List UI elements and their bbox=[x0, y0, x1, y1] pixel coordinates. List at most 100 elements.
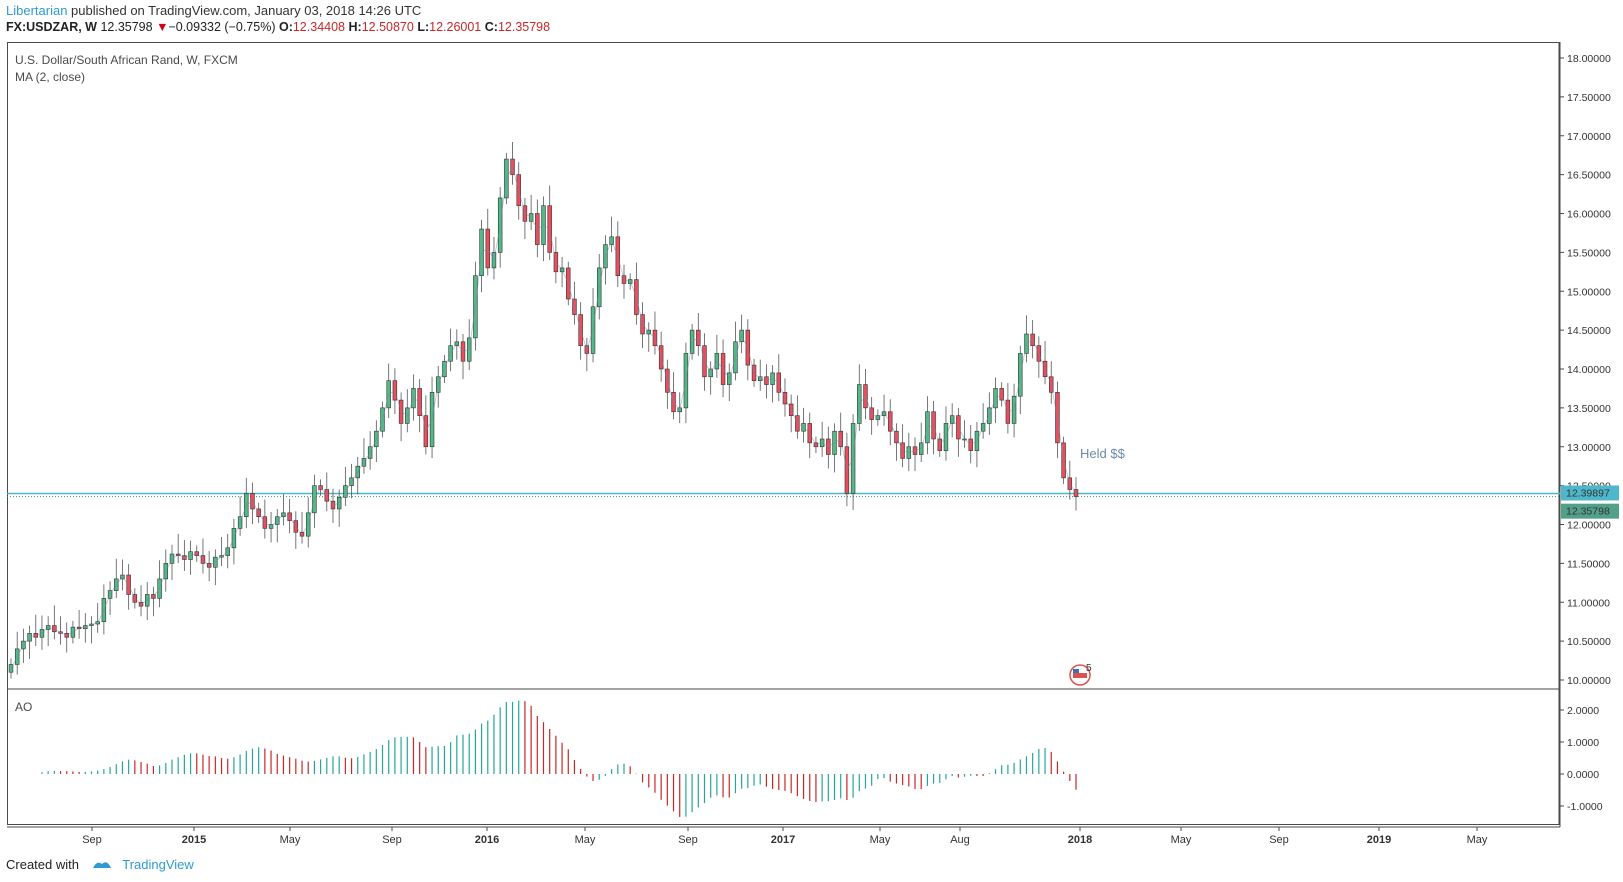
ao-axis-ticks: 2.0000 1.0000 0.0000 -1.0000 bbox=[1560, 705, 1603, 813]
time-tick-label: 2017 bbox=[771, 834, 795, 846]
candle bbox=[1042, 341, 1048, 385]
time-tick-label: 2019 bbox=[1367, 834, 1391, 846]
candle bbox=[708, 361, 713, 395]
author-link[interactable]: Libertarian bbox=[6, 3, 68, 18]
candle bbox=[541, 196, 546, 262]
candle bbox=[652, 311, 658, 355]
candle bbox=[268, 512, 274, 543]
candle bbox=[1024, 315, 1029, 363]
candle bbox=[244, 477, 249, 529]
candle bbox=[411, 374, 416, 421]
time-tick-label: May bbox=[1467, 834, 1488, 846]
price-badges: 12.39897 12.35798 bbox=[1561, 485, 1619, 519]
candle bbox=[175, 533, 181, 564]
time-tick-label: Sep bbox=[82, 834, 102, 846]
created-with-text: Created with bbox=[6, 857, 79, 872]
candle bbox=[993, 377, 998, 424]
ao-indicator-label: AO bbox=[15, 700, 32, 714]
candles-series bbox=[8, 141, 1079, 679]
close-value: 12.35798 bbox=[497, 20, 551, 34]
candle bbox=[894, 423, 899, 461]
candle bbox=[795, 395, 800, 439]
candle bbox=[640, 302, 645, 349]
candle bbox=[417, 379, 422, 433]
price-tick-label: 13.50000 bbox=[1567, 403, 1611, 415]
tradingview-link[interactable]: TradingView bbox=[122, 857, 194, 872]
time-tick-label: 2018 bbox=[1068, 834, 1092, 846]
last-price: 12.35798 bbox=[100, 20, 153, 34]
support-price-badge-label: 12.39897 bbox=[1566, 487, 1610, 499]
candle bbox=[838, 412, 843, 456]
candle bbox=[974, 421, 980, 468]
chart-title: U.S. Dollar/South African Rand, W, FXCM bbox=[15, 53, 238, 67]
price-tick-label: 10.50000 bbox=[1567, 636, 1611, 648]
candle bbox=[151, 586, 156, 617]
time-tick-label: Sep bbox=[1269, 834, 1289, 846]
price-tick-label: 17.50000 bbox=[1567, 92, 1611, 104]
candle bbox=[547, 185, 552, 260]
candle bbox=[683, 342, 689, 424]
candle bbox=[881, 394, 887, 426]
candle bbox=[918, 422, 924, 463]
time-tick-label: Aug bbox=[950, 834, 970, 846]
price-axis-ticks: 18.00000 17.50000 17.00000 16.50000 16.00000… bbox=[1560, 53, 1611, 687]
candle bbox=[863, 369, 868, 420]
candle bbox=[169, 544, 175, 580]
candle bbox=[95, 603, 100, 633]
candle bbox=[299, 512, 305, 544]
price-tick-label: 15.00000 bbox=[1567, 286, 1611, 298]
chart-frame bbox=[7, 42, 1560, 825]
candle bbox=[213, 549, 218, 586]
ao-histogram bbox=[41, 700, 1077, 817]
price-tick-label: 13.00000 bbox=[1567, 442, 1611, 454]
candle bbox=[671, 372, 676, 420]
price-tick-label: 14.00000 bbox=[1567, 364, 1611, 376]
open-value: 12.34408 bbox=[292, 20, 345, 34]
ao-tick-label: 1.0000 bbox=[1567, 737, 1599, 749]
candle bbox=[850, 414, 856, 510]
candle bbox=[466, 319, 472, 371]
low-label: L: bbox=[417, 20, 430, 34]
candle bbox=[801, 407, 806, 443]
candle bbox=[200, 538, 206, 574]
support-line[interactable] bbox=[7, 492, 1560, 498]
candle bbox=[962, 420, 967, 448]
candle bbox=[336, 489, 342, 527]
candle bbox=[83, 613, 88, 643]
candle bbox=[912, 437, 918, 472]
held-annotation[interactable]: Held $$ bbox=[1080, 446, 1126, 461]
ma-line bbox=[10, 165, 1077, 669]
price-tick-label: 16.50000 bbox=[1567, 170, 1611, 182]
close-label: C: bbox=[484, 20, 498, 34]
event-badge-icon[interactable]: 5 bbox=[1069, 663, 1092, 686]
candle bbox=[764, 364, 769, 399]
time-tick-label: May bbox=[575, 834, 596, 846]
candle bbox=[832, 423, 837, 473]
candle bbox=[237, 496, 243, 536]
candle bbox=[931, 400, 936, 455]
price-tick-label: 12.00000 bbox=[1567, 520, 1611, 532]
candle bbox=[436, 365, 441, 408]
candle bbox=[27, 625, 32, 660]
candle bbox=[696, 313, 701, 356]
price-tick-label: 11.50000 bbox=[1567, 558, 1610, 570]
candle bbox=[355, 456, 360, 495]
candle bbox=[8, 658, 14, 679]
candle bbox=[1030, 320, 1035, 359]
candle bbox=[739, 314, 744, 354]
ma-indicator-label: MA (2, close) bbox=[15, 70, 85, 84]
price-tick-label: 17.00000 bbox=[1567, 131, 1611, 143]
footer: Created with TradingView bbox=[6, 857, 194, 873]
time-tick-label: May bbox=[280, 834, 301, 846]
candle bbox=[14, 631, 20, 675]
candle bbox=[206, 550, 212, 582]
candle bbox=[1073, 477, 1079, 511]
candle bbox=[76, 610, 82, 639]
candle bbox=[262, 499, 268, 539]
candle bbox=[312, 474, 317, 529]
candle bbox=[757, 359, 763, 391]
event-count: 5 bbox=[1086, 663, 1092, 674]
last-price-badge bbox=[1561, 503, 1619, 519]
candle bbox=[857, 364, 862, 431]
